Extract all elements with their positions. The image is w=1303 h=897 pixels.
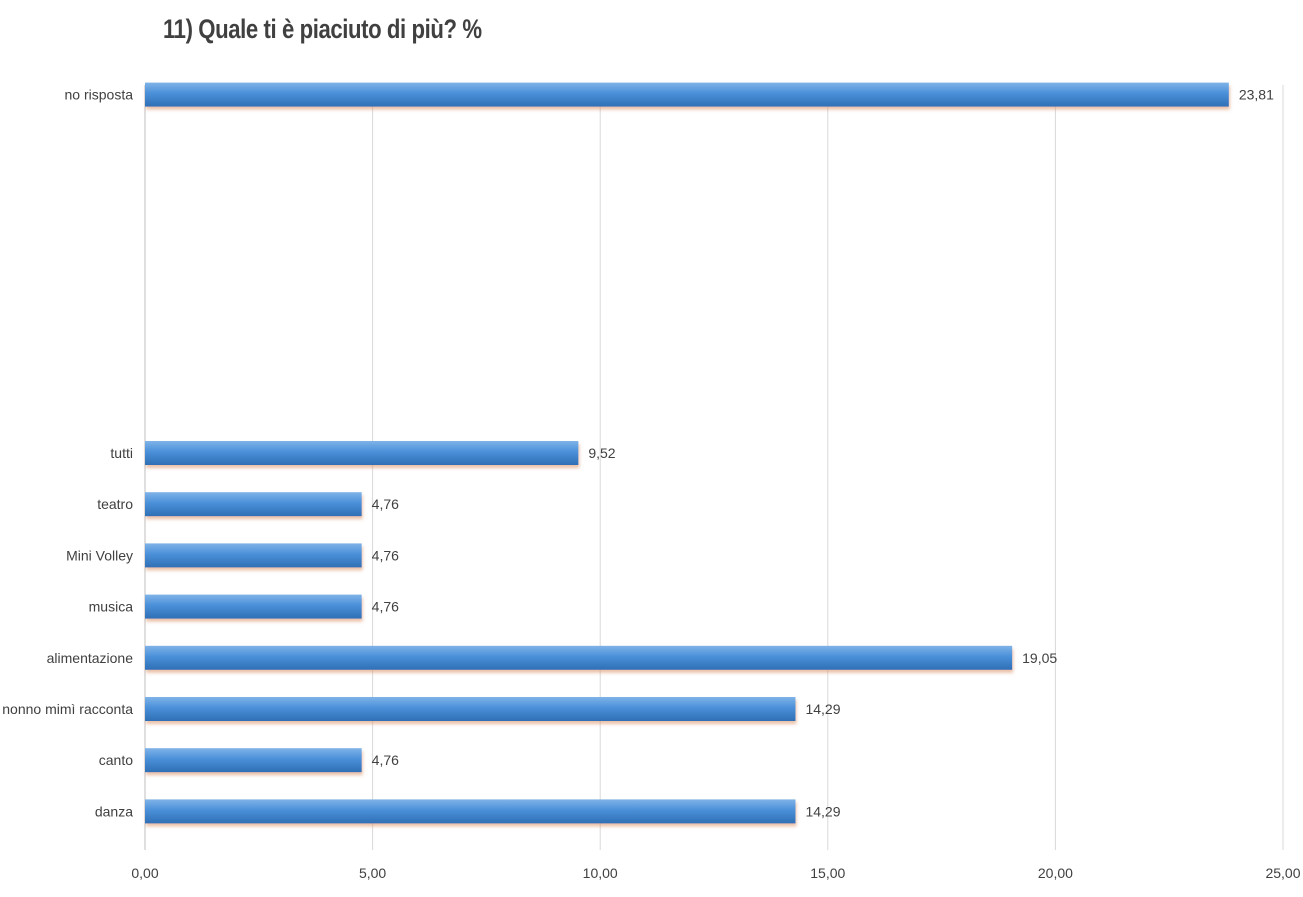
data-label: 23,81 [1239,87,1274,103]
bar [145,645,1013,670]
x-tick-label: 10,00 [583,865,618,881]
bar [145,799,796,824]
data-label: 9,52 [588,445,615,461]
category-label: Mini Volley [66,547,133,563]
bar [145,748,362,773]
x-tick-label: 20,00 [1038,865,1073,881]
category-label: no risposta [65,87,134,103]
data-label: 19,05 [1022,650,1057,666]
bar [145,82,1229,107]
category-label: danza [95,803,133,819]
chart-title: 11) Quale ti è piaciuto di più? % [163,14,482,44]
x-tick-label: 15,00 [810,865,845,881]
grid-layer [144,85,1284,850]
category-label: nonno mimì racconta [2,701,133,717]
x-tick-label: 5,00 [359,865,386,881]
category-label: teatro [97,496,133,512]
bar [145,441,579,465]
data-label: 4,76 [372,547,399,563]
data-label: 14,29 [805,701,840,717]
bar [145,543,362,568]
data-label: 4,76 [372,496,399,512]
category-label: tutti [110,445,133,461]
label-layer: 0,00 5,00 10,00 15,00 20,00 25,00 no risposta 2… [2,87,1300,881]
x-tick-label: 25,00 [1265,865,1300,881]
data-label: 4,76 [372,752,399,768]
bar [145,697,796,721]
category-label: musica [89,599,134,615]
category-label: alimentazione [47,650,134,666]
data-label: 4,76 [372,599,399,615]
bar [145,594,362,619]
x-tick-label: 0,00 [131,865,158,881]
bar-layer [145,82,1229,824]
category-label: canto [99,752,133,768]
bar [145,492,362,517]
data-label: 14,29 [805,803,840,819]
